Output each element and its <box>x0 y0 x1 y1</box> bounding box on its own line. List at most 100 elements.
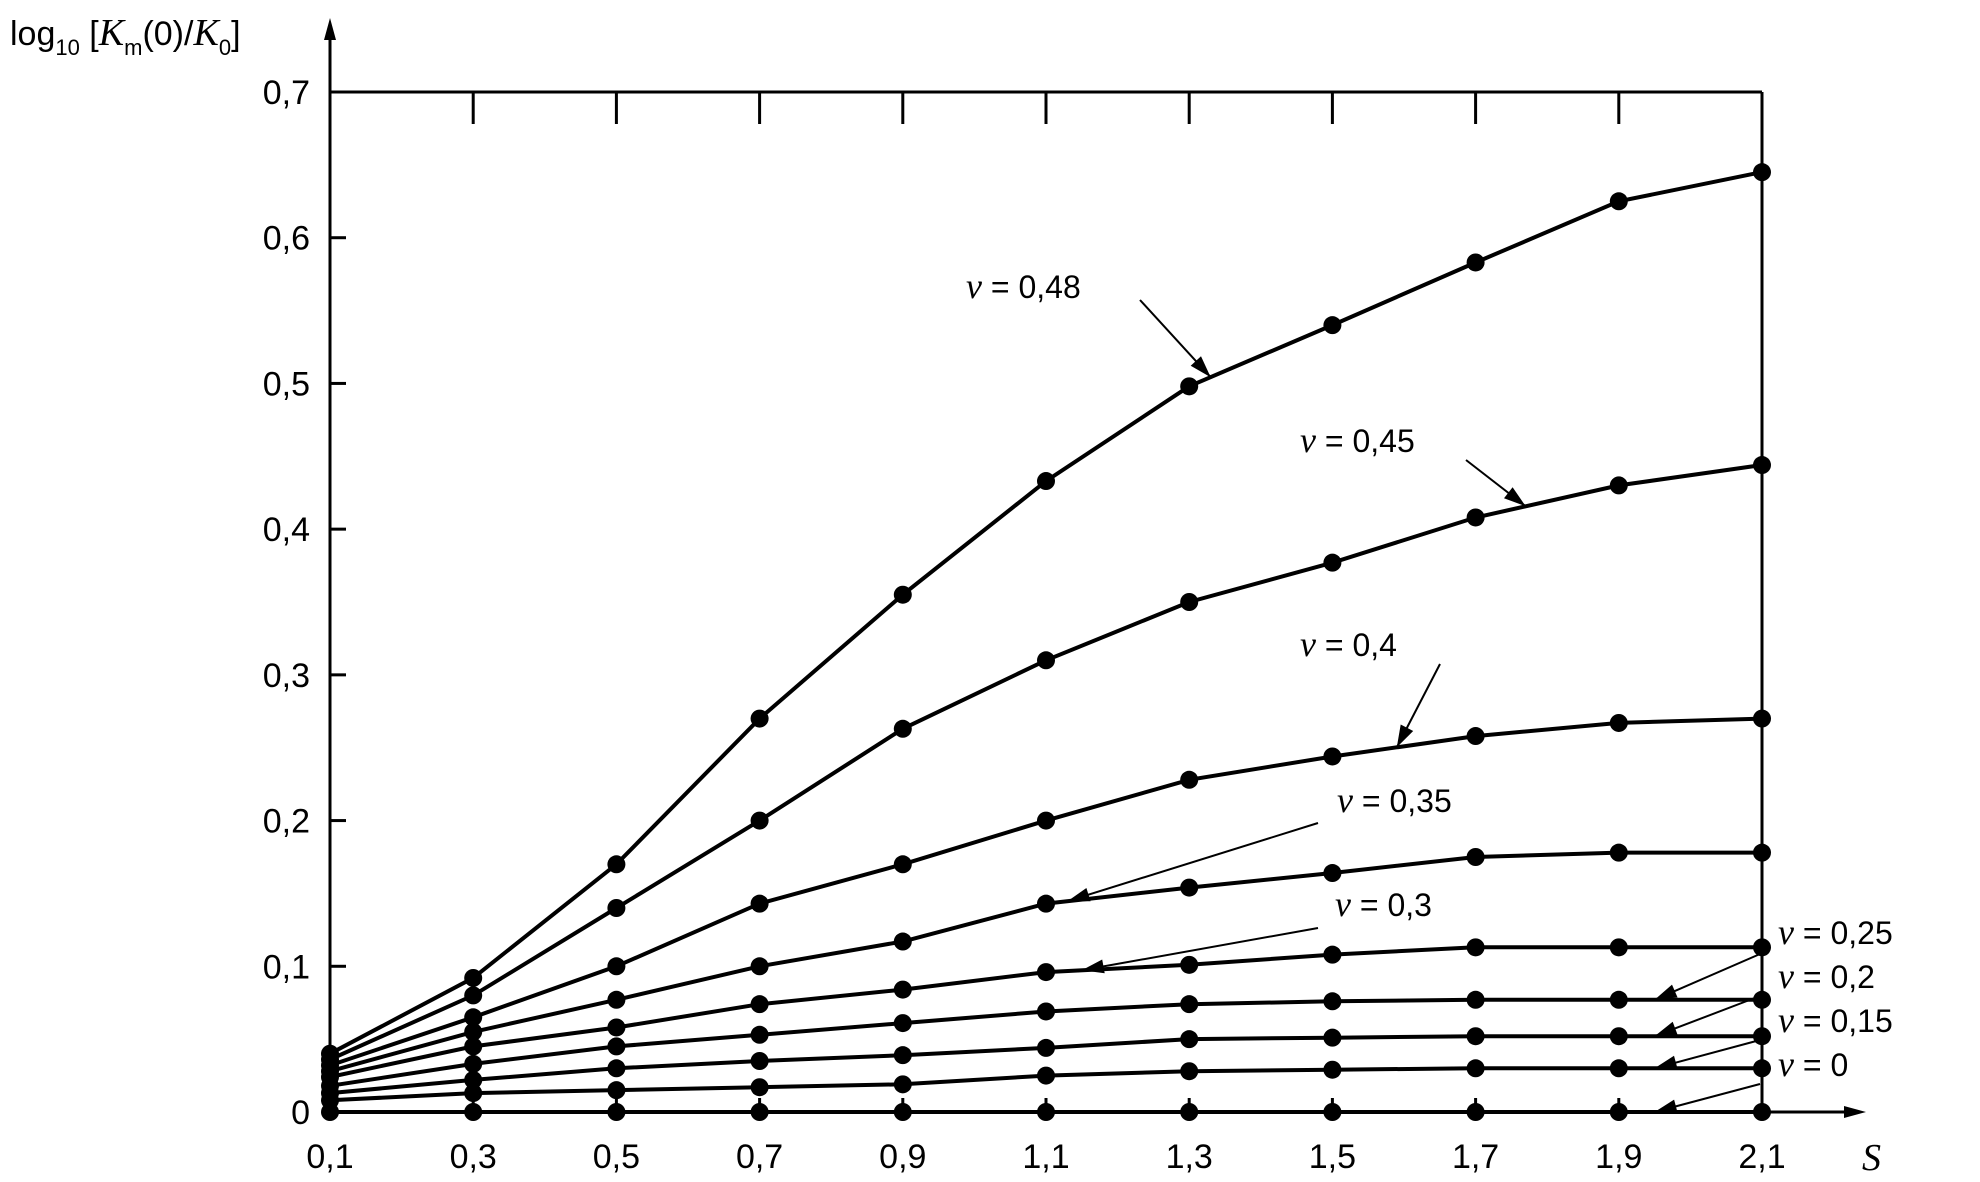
arrowhead-icon <box>1654 1055 1678 1070</box>
data-point <box>1323 864 1342 883</box>
data-point <box>893 1046 912 1065</box>
data-point <box>1180 1062 1199 1081</box>
data-point <box>1037 894 1055 913</box>
annotation-label: ν = 0,4 <box>1300 624 1397 664</box>
data-point <box>1753 456 1771 475</box>
data-point <box>607 855 626 874</box>
series-7 <box>321 1059 1771 1110</box>
data-point <box>607 1018 626 1037</box>
data-point <box>750 811 769 830</box>
data-point <box>893 855 912 874</box>
data-point <box>1180 1030 1199 1049</box>
data-point <box>464 1054 483 1073</box>
y-tick-label: 0,7 <box>263 74 310 112</box>
arrowhead-icon <box>1504 487 1526 507</box>
x-tick-label: 0,3 <box>450 1138 497 1176</box>
annotation-7: ν = 0,15 <box>1654 1000 1893 1070</box>
data-point <box>1609 1059 1628 1078</box>
data-point <box>1037 1002 1055 1021</box>
x-tick-label: 0,5 <box>593 1138 640 1176</box>
annotation-label: ν = 0,15 <box>1778 1000 1893 1040</box>
x-ticks: 0,1 0,3 0,5 0,7 0,9 1,1 1,3 1,5 1,7 1,9 2,1 <box>306 1098 1786 1176</box>
data-point <box>1609 938 1628 957</box>
data-point <box>1180 593 1199 611</box>
annotation-6: ν = 0,2 <box>1654 956 1875 1038</box>
series-8 <box>321 1103 1771 1121</box>
data-point <box>893 980 912 999</box>
axes <box>324 18 1866 1118</box>
data-point <box>607 990 626 1009</box>
data-point <box>1323 1028 1342 1047</box>
data-point <box>464 1084 483 1103</box>
data-point <box>607 1103 626 1121</box>
data-point <box>464 968 483 987</box>
arrowhead-icon <box>1190 356 1211 378</box>
data-point <box>1753 938 1771 957</box>
data-point <box>1466 727 1485 746</box>
data-point <box>1466 938 1485 957</box>
data-point <box>1037 1103 1055 1121</box>
x-tick-label: 1,1 <box>1022 1138 1069 1176</box>
data-point <box>1466 1027 1485 1046</box>
data-point <box>1753 709 1771 728</box>
data-point <box>1609 1103 1628 1121</box>
data-point <box>1323 553 1342 572</box>
x-axis-arrow-icon <box>1844 1106 1866 1118</box>
data-point <box>464 1022 483 1041</box>
x-tick-label: 1,9 <box>1595 1138 1642 1176</box>
y-tick-label: 0 <box>291 1094 310 1132</box>
arrowhead-icon <box>1654 1021 1678 1037</box>
x-tick-label: 0,9 <box>879 1138 926 1176</box>
y-tick-label: 0,4 <box>263 511 310 549</box>
arrowhead-icon <box>1081 959 1105 974</box>
data-point <box>1323 1060 1342 1079</box>
data-point <box>1609 990 1628 1009</box>
data-point <box>1466 508 1485 527</box>
data-point <box>464 1037 483 1056</box>
data-point <box>1609 192 1628 211</box>
data-point <box>607 1037 626 1056</box>
data-point <box>1037 811 1055 830</box>
x-tick-label: 0,7 <box>736 1138 783 1176</box>
x-tick-label: 1,7 <box>1452 1138 1499 1176</box>
annotation-label: ν = 0,45 <box>1300 420 1415 460</box>
annotation-1: ν = 0,45 <box>1300 420 1527 508</box>
data-point <box>464 1103 483 1121</box>
data-point <box>464 986 483 1005</box>
leader-line <box>1081 927 1319 972</box>
annotation-3: ν = 0,35 <box>1067 780 1452 903</box>
data-point <box>1753 163 1771 182</box>
data-point <box>1180 770 1199 789</box>
data-point <box>893 932 912 951</box>
data-point <box>1609 1027 1628 1046</box>
series-5 <box>321 990 1771 1095</box>
arrowhead-icon <box>1654 1099 1678 1114</box>
data-point <box>1180 1103 1199 1121</box>
data-point <box>1323 1103 1342 1121</box>
y-tick-label: 0,5 <box>263 365 310 403</box>
x-tick-label: 0,1 <box>306 1138 353 1176</box>
series-6 <box>321 1027 1771 1103</box>
data-point <box>1753 1103 1771 1121</box>
annotation-label: ν = 0,48 <box>966 266 1081 306</box>
annotation-label: ν = 0 <box>1778 1044 1848 1084</box>
data-point <box>321 1103 339 1121</box>
x-tick-label: 2,1 <box>1738 1138 1785 1176</box>
annotation-0: ν = 0,48 <box>966 266 1212 378</box>
data-point <box>750 957 769 976</box>
data-point <box>1037 472 1055 491</box>
data-point <box>1180 995 1199 1014</box>
x-axis-label: S <box>1862 1137 1881 1179</box>
data-point <box>1609 843 1628 862</box>
data-point <box>750 894 769 913</box>
data-point <box>607 1059 626 1078</box>
data-point <box>1466 990 1485 1009</box>
data-point <box>750 995 769 1014</box>
data-point <box>1466 1059 1485 1078</box>
data-point <box>607 957 626 976</box>
x-tick-label: 1,3 <box>1166 1138 1213 1176</box>
data-point <box>607 1081 626 1100</box>
arrowhead-icon <box>1396 724 1414 748</box>
data-point <box>893 1075 912 1094</box>
data-point <box>1323 747 1342 766</box>
